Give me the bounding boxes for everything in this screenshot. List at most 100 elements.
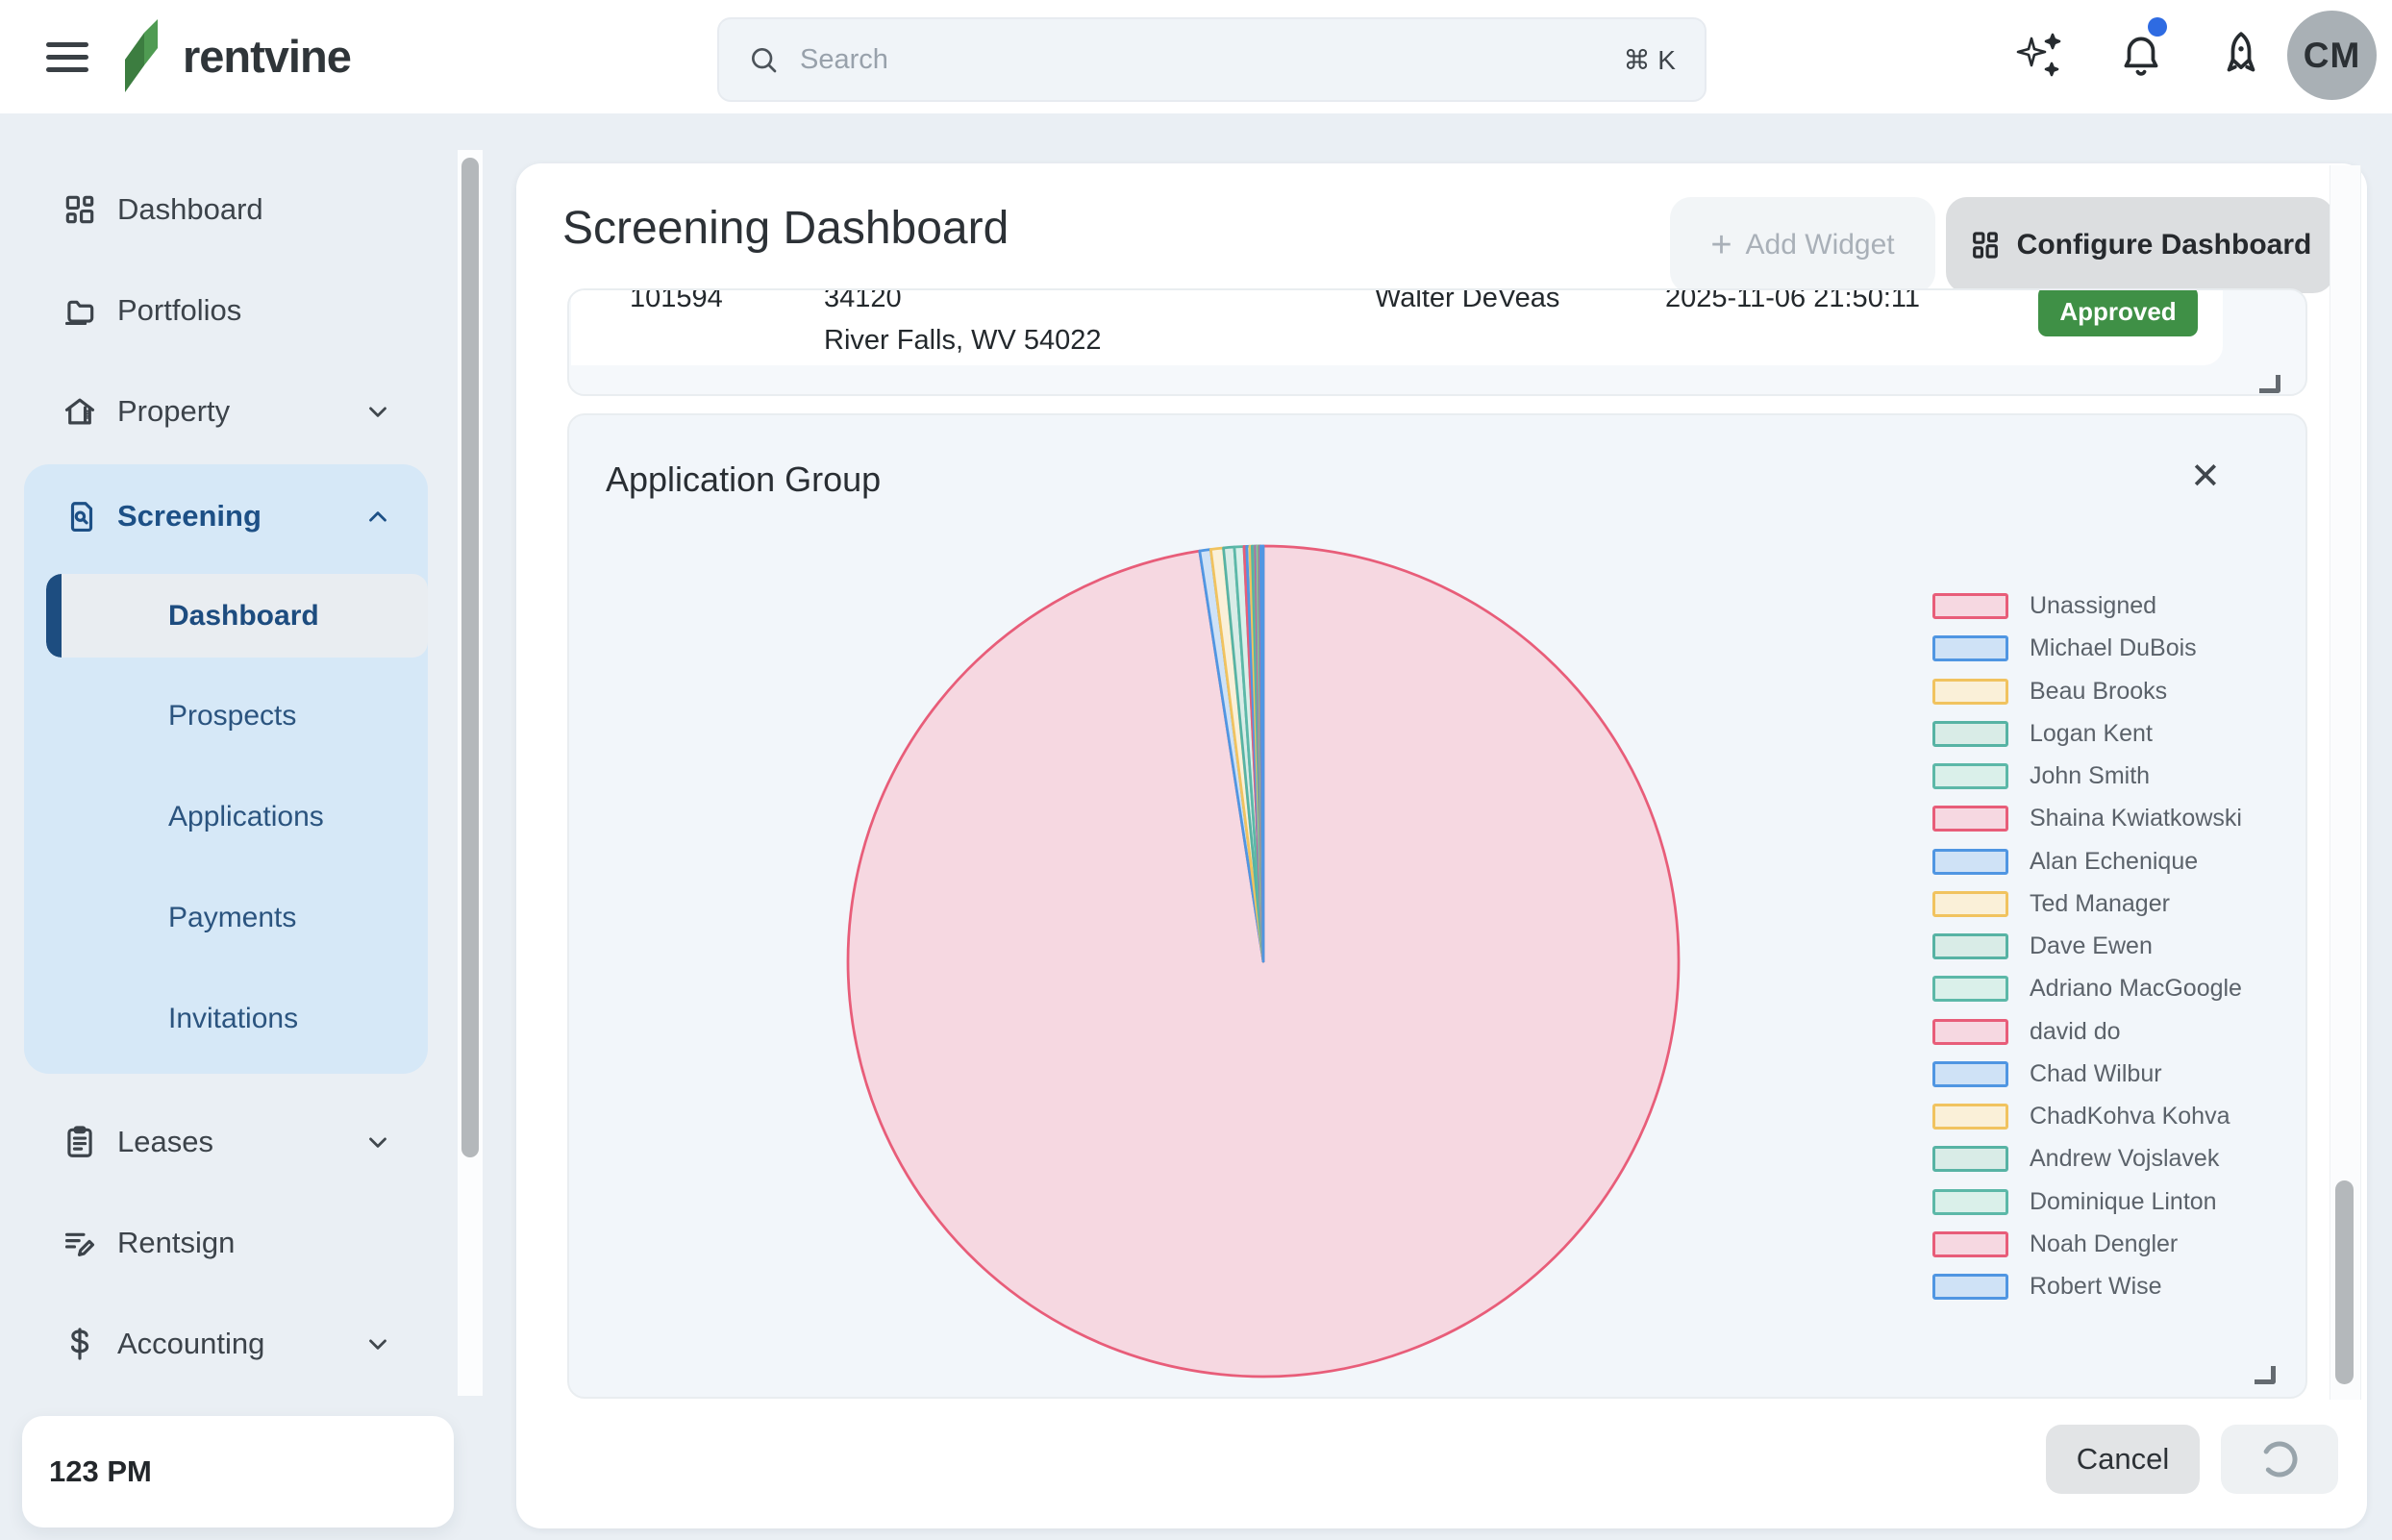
- legend-swatch: [1932, 679, 2008, 705]
- legend-item[interactable]: Robert Wise: [1932, 1273, 2162, 1301]
- sidebar-item-property[interactable]: Property: [0, 381, 452, 442]
- sidebar-label: Property: [117, 394, 230, 429]
- sidebar-scrollbar-track[interactable]: [458, 150, 483, 1396]
- signature-icon: [62, 1225, 98, 1261]
- sidebar-item-portfolios[interactable]: Portfolios: [0, 280, 452, 341]
- page-title: Screening Dashboard: [562, 202, 1009, 255]
- app-logo[interactable]: rentvine: [119, 19, 351, 94]
- sidebar-item-accounting[interactable]: Accounting: [0, 1313, 452, 1375]
- legend-item[interactable]: Noah Dengler: [1932, 1230, 2178, 1258]
- legend-item[interactable]: Logan Kent: [1932, 720, 2153, 748]
- dashboard-grid-icon: [62, 191, 98, 228]
- sidebar-label: Portfolios: [117, 293, 241, 328]
- address-line1: 34120: [824, 288, 902, 314]
- legend-swatch: [1932, 849, 2008, 875]
- time-label: 123 PM: [49, 1454, 152, 1489]
- legend-swatch: [1932, 933, 2008, 959]
- search-input[interactable]: Search ⌘ K: [717, 17, 1707, 102]
- legend-swatch: [1932, 1019, 2008, 1045]
- sidebar-label: Accounting: [117, 1327, 264, 1361]
- sidebar-sublabel: Dashboard: [168, 574, 319, 658]
- sparkles-icon[interactable]: [2015, 31, 2063, 81]
- sidebar-subitem-dashboard[interactable]: Dashboard: [46, 574, 428, 658]
- legend-item[interactable]: Andrew Vojslavek: [1932, 1145, 2219, 1173]
- legend-swatch: [1932, 1231, 2008, 1257]
- status-badge: Approved: [2038, 288, 2198, 336]
- legend-label: Michael DuBois: [2030, 634, 2197, 662]
- legend-swatch: [1932, 635, 2008, 661]
- avatar-initials: CM: [2304, 36, 2361, 76]
- legend-item[interactable]: Alan Echenique: [1932, 848, 2198, 876]
- timestamp: 2025-11-06 21:50:11: [1665, 288, 1920, 314]
- save-loading-button[interactable]: [2221, 1425, 2338, 1494]
- sidebar-label: Leases: [117, 1125, 213, 1159]
- notification-dot: [2148, 17, 2167, 37]
- house-icon: [62, 393, 98, 430]
- legend-item[interactable]: Shaina Kwiatkowski: [1932, 805, 2242, 832]
- main-scrollbar-track[interactable]: [2330, 165, 2361, 1400]
- legend-label: Dominique Linton: [2030, 1188, 2217, 1216]
- legend-item[interactable]: Dave Ewen: [1932, 932, 2153, 960]
- legend-swatch: [1932, 976, 2008, 1002]
- rocket-icon[interactable]: [2217, 29, 2265, 81]
- legend-item[interactable]: Beau Brooks: [1932, 678, 2167, 706]
- sidebar-subitem-prospects[interactable]: Prospects: [46, 687, 404, 745]
- hamburger-menu-icon[interactable]: [46, 42, 88, 73]
- sidebar-label: Rentsign: [117, 1226, 235, 1260]
- doc-search-icon: [63, 499, 100, 535]
- address-line2: River Falls, WV 54022: [824, 325, 1102, 357]
- main-scrollbar-thumb[interactable]: [2335, 1180, 2354, 1384]
- plus-icon: +: [1710, 227, 1732, 263]
- sidebar-scrollbar-thumb[interactable]: [461, 158, 479, 1157]
- legend-item[interactable]: Ted Manager: [1932, 890, 2170, 918]
- legend-label: Alan Echenique: [2030, 848, 2198, 876]
- sidebar-subitem-applications[interactable]: Applications: [46, 788, 404, 846]
- sidebar-item-leases[interactable]: Leases: [0, 1111, 452, 1173]
- legend-item[interactable]: david do: [1932, 1018, 2121, 1046]
- legend-item[interactable]: Unassigned: [1932, 592, 2156, 620]
- legend-swatch: [1932, 1146, 2008, 1172]
- cancel-button[interactable]: Cancel: [2046, 1425, 2200, 1494]
- legend-swatch: [1932, 1104, 2008, 1130]
- sidebar-item-screening[interactable]: Screening: [24, 486, 428, 548]
- widget-resize-handle[interactable]: [2259, 375, 2280, 393]
- legend-item[interactable]: Adriano MacGoogle: [1932, 975, 2242, 1003]
- widget-resize-handle[interactable]: [2255, 1366, 2276, 1384]
- legend-label: Robert Wise: [2030, 1273, 2162, 1301]
- application-id-link[interactable]: 101594: [630, 288, 723, 314]
- sidebar-sublabel: Applications: [168, 801, 324, 833]
- rentvine-leaf-icon: [119, 19, 169, 94]
- keyboard-shortcut: ⌘ K: [1624, 44, 1676, 76]
- chevron-down-icon: [363, 1128, 392, 1156]
- add-widget-button[interactable]: + Add Widget: [1670, 197, 1935, 293]
- legend-label: Unassigned: [2030, 592, 2156, 620]
- legend-item[interactable]: Chad Wilbur: [1932, 1060, 2162, 1088]
- sidebar-sublabel: Prospects: [168, 700, 296, 733]
- add-widget-label: Add Widget: [1746, 229, 1895, 261]
- sidebar-subitem-invitations[interactable]: Invitations: [46, 990, 404, 1048]
- sidebar-item-dashboard[interactable]: Dashboard: [0, 179, 452, 240]
- legend-label: Beau Brooks: [2030, 678, 2167, 706]
- table-row[interactable]: 101594 34120 River Falls, WV 54022 Walte…: [571, 290, 2223, 365]
- bell-icon[interactable]: [2117, 29, 2165, 81]
- sidebar-subitem-payments[interactable]: Payments: [46, 889, 404, 947]
- legend-label: ChadKohva Kohva: [2030, 1103, 2230, 1130]
- legend-label: Chad Wilbur: [2030, 1060, 2162, 1088]
- sidebar-label: Screening: [117, 499, 262, 534]
- legend-swatch: [1932, 1189, 2008, 1215]
- clipboard-icon: [62, 1124, 98, 1160]
- legend-item[interactable]: ChadKohva Kohva: [1932, 1103, 2230, 1130]
- application-group-widget: Application Group ✕ UnassignedMichael Du…: [567, 413, 2307, 1399]
- sidebar-item-rentsign[interactable]: Rentsign: [0, 1212, 452, 1274]
- avatar[interactable]: CM: [2287, 11, 2377, 100]
- configure-dashboard-button[interactable]: Configure Dashboard: [1946, 197, 2334, 293]
- legend-label: david do: [2030, 1018, 2121, 1046]
- chevron-down-icon: [363, 1329, 392, 1358]
- legend-item[interactable]: John Smith: [1932, 762, 2150, 790]
- legend-label: Shaina Kwiatkowski: [2030, 805, 2242, 832]
- legend-label: Dave Ewen: [2030, 932, 2153, 960]
- legend-item[interactable]: Dominique Linton: [1932, 1188, 2217, 1216]
- legend-label: Noah Dengler: [2030, 1230, 2178, 1258]
- legend-item[interactable]: Michael DuBois: [1932, 634, 2197, 662]
- search-icon: [748, 44, 779, 75]
